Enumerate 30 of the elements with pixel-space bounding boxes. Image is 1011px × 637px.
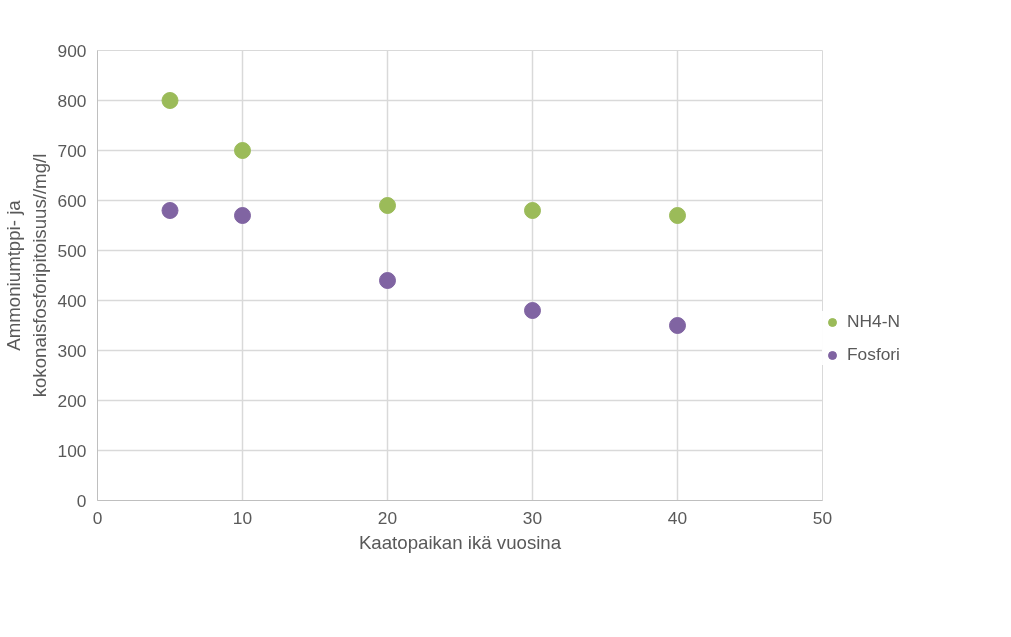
y-tick-label: 500	[57, 240, 87, 261]
x-axis-title: Kaatopaikan ikä vuosina	[358, 531, 562, 553]
y-tick-label: 200	[57, 390, 87, 411]
point	[524, 302, 541, 319]
y-tick-label: 0	[76, 490, 87, 511]
y-tick-label: 600	[57, 190, 87, 211]
point	[234, 142, 251, 159]
y-tick-label: 300	[57, 340, 87, 361]
y-tick-label: 100	[57, 440, 87, 461]
x-tick-label: 50	[812, 507, 833, 528]
point	[234, 207, 251, 224]
x-tick-label: 10	[232, 507, 253, 528]
y-axis-title: Ammoniumtppi- ja kokonaisfosforipitoisuus//mg/l	[3, 153, 50, 398]
legend-label: Fosfori	[847, 344, 901, 365]
point	[161, 202, 179, 219]
y-tick-label: 400	[57, 290, 87, 311]
x-tick-label: 0	[92, 507, 103, 528]
legend-label: NH4-N	[847, 311, 901, 332]
point	[669, 317, 686, 334]
x-tick-label: 30	[522, 507, 543, 528]
x-tick-label: 40	[667, 507, 688, 528]
y-tick-label: 900	[57, 40, 87, 61]
point	[524, 202, 541, 219]
y-tick-label: 700	[57, 140, 87, 161]
point	[669, 207, 686, 224]
point	[379, 197, 396, 214]
y-tick-label: 800	[57, 90, 87, 111]
point	[161, 92, 179, 109]
x-tick-label: 20	[377, 507, 398, 528]
point	[379, 272, 396, 289]
